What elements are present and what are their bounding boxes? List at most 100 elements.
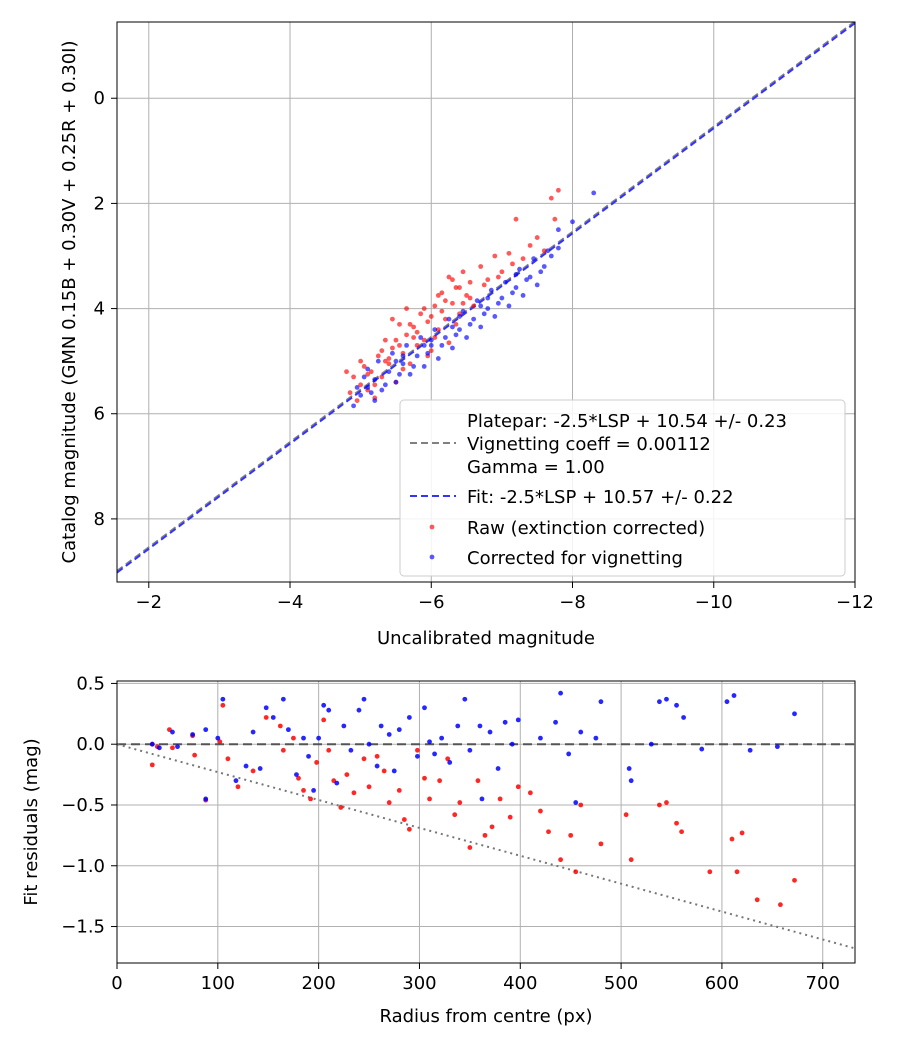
raw-point bbox=[414, 342, 420, 348]
raw-point bbox=[375, 353, 381, 359]
raw-point bbox=[513, 216, 519, 222]
raw-point bbox=[546, 829, 551, 835]
raw-point bbox=[396, 787, 402, 793]
raw-point bbox=[321, 717, 327, 723]
raw-point bbox=[460, 269, 466, 275]
bottom-x-tick-label: 500 bbox=[604, 973, 638, 994]
corrected-point bbox=[442, 335, 448, 340]
corrected-point bbox=[648, 741, 654, 747]
corrected-point bbox=[354, 385, 360, 390]
top-x-tick-label: −6 bbox=[418, 592, 445, 613]
corrected-point bbox=[326, 707, 332, 713]
corrected-point bbox=[566, 751, 572, 757]
corrected-point bbox=[351, 403, 356, 409]
raw-point bbox=[527, 790, 533, 796]
corrected-point bbox=[731, 693, 737, 698]
bottom-x-axis-label: Radius from centre (px) bbox=[379, 1006, 592, 1027]
bottom-scatter-points bbox=[149, 690, 797, 908]
corrected-point bbox=[457, 314, 462, 319]
raw-point bbox=[558, 857, 564, 863]
corrected-point bbox=[447, 760, 453, 765]
raw-point bbox=[754, 897, 760, 903]
bottom-x-tick-label: 200 bbox=[301, 973, 335, 994]
corrected-point bbox=[190, 732, 196, 737]
legend: Platepar: -2.5*LSP + 10.54 +/- 0.23 Vign… bbox=[399, 399, 846, 577]
raw-point bbox=[344, 772, 350, 777]
corrected-point bbox=[386, 369, 392, 375]
raw-point bbox=[739, 830, 745, 836]
raw-point bbox=[411, 324, 417, 330]
raw-point bbox=[534, 235, 540, 240]
top-scatter-points bbox=[344, 187, 597, 409]
raw-point bbox=[439, 308, 445, 314]
corrected-point bbox=[591, 190, 597, 196]
raw-point bbox=[506, 250, 512, 256]
corrected-point bbox=[368, 390, 374, 396]
raw-point bbox=[421, 306, 427, 311]
raw-point bbox=[397, 321, 402, 327]
top-y-tick-label: 8 bbox=[94, 509, 105, 530]
corrected-point bbox=[365, 385, 371, 390]
corrected-point bbox=[372, 398, 378, 403]
raw-point bbox=[489, 824, 495, 830]
raw-point bbox=[280, 747, 286, 753]
corrected-point bbox=[538, 269, 544, 275]
raw-point bbox=[507, 814, 513, 820]
raw-point bbox=[664, 800, 669, 805]
legend-box bbox=[399, 399, 846, 577]
corrected-point bbox=[263, 705, 269, 711]
corrected-point bbox=[499, 295, 505, 301]
bottom-y-axis-label: Fit residuals (mag) bbox=[21, 738, 42, 905]
corrected-point bbox=[439, 342, 445, 348]
bottom-y-ticks: 0.5 0.0 −0.5 −1.0 −1.5 bbox=[61, 673, 117, 938]
raw-point bbox=[314, 760, 320, 765]
top-x-tick-label: −2 bbox=[136, 592, 163, 613]
corrected-point bbox=[379, 387, 385, 393]
bottom-x-tick-label: 100 bbox=[201, 973, 235, 994]
raw-point bbox=[792, 877, 797, 883]
corrected-point bbox=[485, 306, 491, 311]
raw-point bbox=[450, 300, 455, 306]
corrected-point bbox=[400, 361, 406, 367]
raw-point bbox=[351, 374, 356, 380]
raw-point bbox=[220, 702, 226, 708]
raw-point bbox=[414, 329, 420, 335]
corrected-point bbox=[699, 746, 705, 752]
raw-point bbox=[366, 784, 372, 790]
corrected-point bbox=[374, 763, 380, 769]
corrected-point bbox=[664, 696, 669, 702]
raw-point bbox=[308, 796, 313, 802]
corrected-point bbox=[348, 747, 354, 753]
raw-point bbox=[192, 752, 198, 758]
raw-point bbox=[568, 832, 574, 838]
legend-platepar-label: Platepar: -2.5*LSP + 10.54 +/- 0.23 bbox=[467, 411, 787, 432]
top-y-tick-label: 6 bbox=[94, 404, 105, 425]
top-y-tick-label: 0 bbox=[94, 88, 105, 109]
raw-point bbox=[397, 342, 402, 348]
corrected-point bbox=[747, 747, 753, 753]
legend-corrected-swatch bbox=[429, 554, 435, 560]
corrected-point bbox=[520, 293, 526, 298]
corrected-point bbox=[628, 778, 634, 784]
raw-point bbox=[457, 800, 463, 805]
corrected-point bbox=[506, 303, 512, 309]
raw-point bbox=[446, 340, 452, 346]
bottom-y-tick-label: 0.5 bbox=[76, 673, 105, 694]
raw-point bbox=[428, 314, 434, 319]
corrected-point bbox=[513, 271, 519, 277]
raw-point bbox=[379, 374, 385, 380]
corrected-point bbox=[422, 705, 427, 711]
raw-point bbox=[386, 356, 392, 361]
raw-point bbox=[481, 282, 487, 288]
raw-point bbox=[235, 784, 241, 790]
bottom-y-tick-label: 0.0 bbox=[76, 734, 105, 755]
top-x-ticks: −2 −4 −6 −8 −10 −12 bbox=[136, 582, 874, 613]
raw-point bbox=[407, 361, 413, 367]
corrected-point bbox=[464, 335, 469, 340]
top-y-axis-label: Catalog magnitude (GMN 0.15B + 0.30V + 0… bbox=[59, 40, 80, 563]
raw-point bbox=[361, 364, 367, 369]
corrected-point bbox=[285, 727, 291, 733]
raw-point bbox=[435, 327, 441, 333]
corrected-point bbox=[149, 741, 155, 747]
